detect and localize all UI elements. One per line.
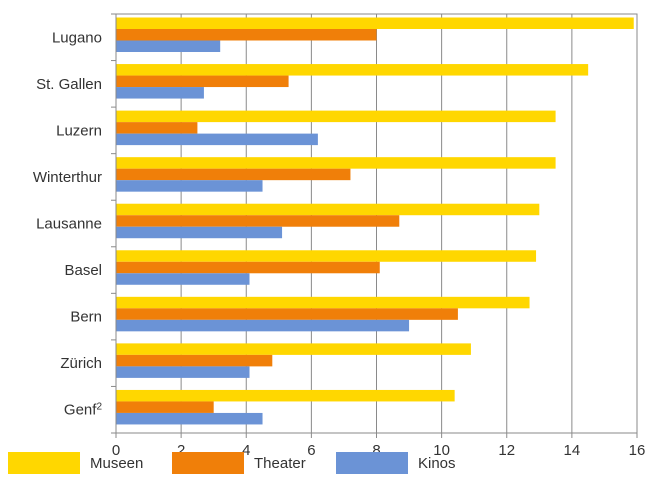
legend-label-kinos: Kinos	[418, 454, 456, 472]
bar-theater-lausanne	[116, 215, 400, 227]
x-tick-label: 14	[564, 442, 581, 459]
bar-museen-genf	[116, 389, 455, 402]
bar-theater-luzern	[116, 122, 198, 134]
bar-museen-luzern	[116, 110, 556, 123]
bar-kinos-luzern	[116, 133, 318, 146]
category-label: Winterthur	[33, 169, 102, 186]
legend: Museen Theater Kinos	[0, 448, 650, 488]
x-tick-label: 8	[372, 442, 380, 459]
x-tick-label: 6	[307, 442, 315, 459]
bar-museen-lugano	[116, 17, 634, 29]
bar-kinos-genf	[116, 412, 263, 425]
bar-kinos-bern	[116, 319, 410, 332]
x-tick-label: 10	[433, 442, 450, 459]
x-tick-label: 12	[498, 442, 515, 459]
category-label: Lausanne	[36, 216, 102, 233]
category-label: Zürich	[60, 355, 102, 372]
legend-item-museen: Museen	[8, 448, 143, 478]
bar-kinos-st-gallen	[116, 87, 204, 99]
category-label: St. Gallen	[36, 76, 102, 93]
category-label: Bern	[70, 309, 102, 326]
category-label: Luzern	[56, 122, 102, 139]
bar-theater-winterthur	[116, 168, 351, 181]
bar-kinos-lugano	[116, 40, 221, 52]
bar-theater-st-gallen	[116, 75, 289, 88]
category-label: Genf2	[64, 401, 103, 419]
bar-museen-st-gallen	[116, 64, 589, 76]
legend-item-theater: Theater	[172, 448, 306, 478]
bar-theater-basel	[116, 261, 380, 274]
bar-theater-genf	[116, 401, 214, 413]
legend-label-theater: Theater	[254, 454, 306, 472]
legend-swatch-kinos	[336, 452, 408, 474]
x-tick-label: 0	[112, 442, 120, 459]
bar-theater-bern	[116, 308, 458, 320]
bar-theater-lugano	[116, 29, 377, 41]
bar-theater-z-rich	[116, 354, 273, 367]
bar-museen-winterthur	[116, 157, 556, 169]
legend-label-museen: Museen	[90, 454, 144, 472]
bar-kinos-z-rich	[116, 366, 250, 378]
bar-museen-z-rich	[116, 343, 471, 355]
bar-museen-bern	[116, 296, 530, 309]
bar-museen-basel	[116, 250, 537, 262]
legend-swatch-theater	[172, 452, 244, 474]
bar-kinos-basel	[116, 273, 250, 285]
bar-kinos-lausanne	[116, 226, 283, 239]
legend-swatch-museen	[8, 452, 80, 474]
bar-kinos-winterthur	[116, 180, 263, 192]
category-label: Lugano	[52, 29, 102, 46]
x-tick-label: 16	[629, 442, 646, 459]
x-tick-label: 4	[242, 442, 250, 459]
legend-item-kinos: Kinos	[336, 448, 456, 478]
bar-museen-lausanne	[116, 203, 540, 216]
category-label: Basel	[64, 262, 102, 279]
x-tick-label: 2	[177, 442, 185, 459]
